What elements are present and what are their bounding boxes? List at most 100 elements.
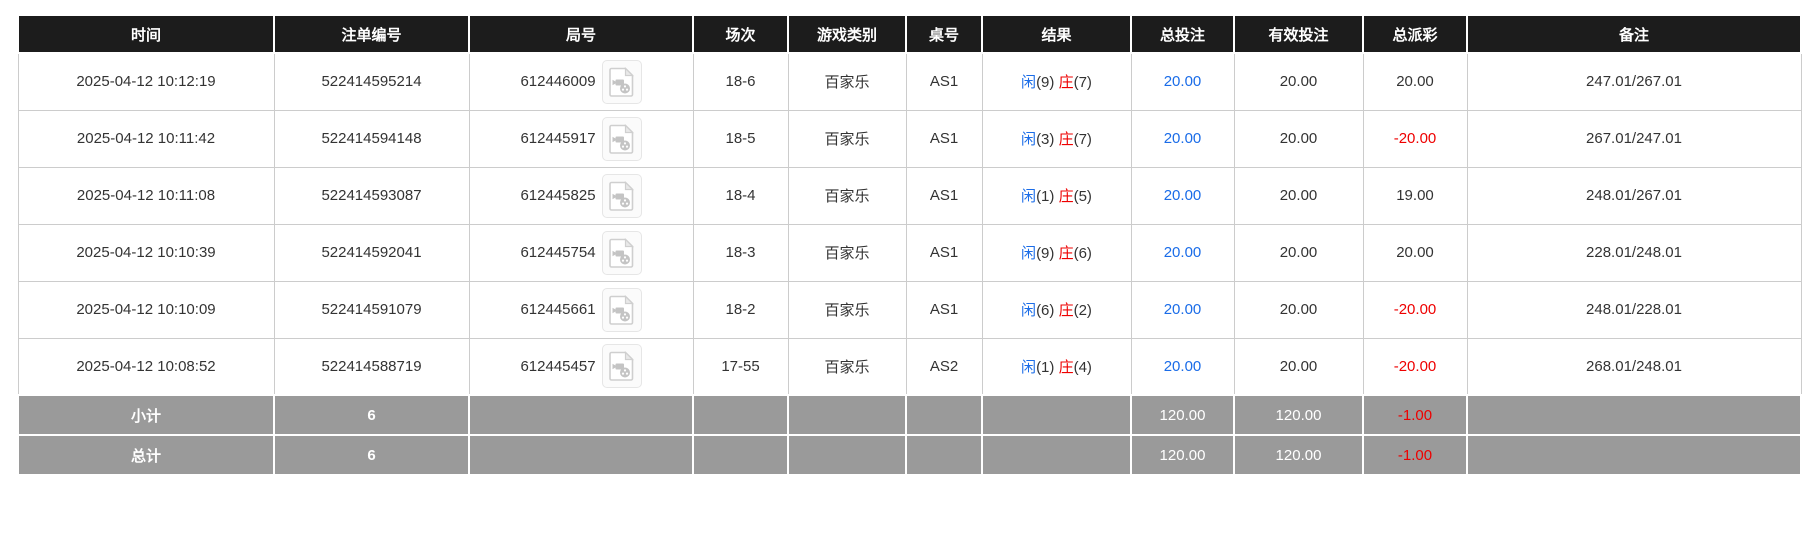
cell-payout: 20.00 (1362, 52, 1468, 111)
cell-remark: 248.01/228.01 (1466, 280, 1802, 339)
cell-table-no: AS1 (905, 109, 983, 168)
total-bet-link[interactable]: 20.00 (1163, 73, 1202, 91)
cell-session: 18-2 (692, 280, 789, 339)
summary-row: 总计 6 120.00 120.00 -1.00 (17, 434, 1802, 476)
video-replay-button[interactable] (601, 173, 642, 218)
summary-valid-bet: 120.00 (1233, 434, 1364, 476)
table-footer: 小计 6 120.00 120.00 -1.00 总计 6 120.00 120… (17, 394, 1802, 476)
banker-result-label: 庄 (1058, 245, 1074, 262)
total-bet-link[interactable]: 20.00 (1163, 301, 1202, 318)
summary-label: 小计 (17, 394, 275, 436)
cell-total-bet: 20.00 (1130, 166, 1235, 225)
banker-result-score: (7) (1073, 131, 1092, 148)
cell-bet-id: 522414591079 (273, 280, 470, 339)
video-file-icon (608, 180, 634, 211)
cell-valid-bet: 20.00 (1233, 223, 1364, 282)
cell-game-type: 百家乐 (787, 223, 907, 282)
banker-result-label: 庄 (1058, 302, 1074, 319)
column-header-table_no: 桌号 (905, 14, 983, 54)
summary-empty-result (981, 434, 1132, 476)
banker-result-score: (5) (1073, 188, 1092, 205)
cell-valid-bet: 20.00 (1233, 337, 1364, 396)
column-header-round_id: 局号 (468, 14, 694, 54)
video-replay-button[interactable] (601, 116, 642, 161)
summary-empty-game-type (787, 394, 907, 436)
cell-valid-bet: 20.00 (1233, 280, 1364, 339)
column-header-bet_id: 注单编号 (273, 14, 470, 54)
column-header-payout: 总派彩 (1362, 14, 1468, 54)
banker-result-score: (7) (1073, 74, 1092, 92)
cell-time: 2025-04-12 10:12:19 (17, 52, 275, 111)
cell-game-type: 百家乐 (787, 109, 907, 168)
total-bet-link[interactable]: 20.00 (1163, 244, 1202, 261)
total-bet-link[interactable]: 20.00 (1163, 187, 1202, 204)
table-row: 2025-04-12 10:12:19 522414595214 6124460… (17, 52, 1802, 111)
banker-result-label: 庄 (1058, 74, 1074, 92)
cell-total-bet: 20.00 (1130, 280, 1235, 339)
player-result-score: (9) (1036, 74, 1055, 92)
column-header-remark: 备注 (1466, 14, 1802, 54)
summary-empty-table-no (905, 394, 983, 436)
summary-empty-round (468, 394, 694, 436)
summary-empty-game-type (787, 434, 907, 476)
cell-session: 17-55 (692, 337, 789, 396)
video-replay-button[interactable] (601, 287, 642, 332)
cell-time: 2025-04-12 10:11:08 (17, 166, 275, 225)
cell-payout: -20.00 (1362, 109, 1468, 168)
cell-total-bet: 20.00 (1130, 109, 1235, 168)
player-result-label: 闲 (1021, 245, 1037, 262)
cell-time: 2025-04-12 10:11:42 (17, 109, 275, 168)
cell-bet-id: 522414588719 (273, 337, 470, 396)
video-replay-button[interactable] (601, 230, 642, 275)
cell-round-id: 612445917 (468, 109, 694, 168)
cell-total-bet: 20.00 (1130, 52, 1235, 111)
cell-session: 18-3 (692, 223, 789, 282)
table-row: 2025-04-12 10:11:08 522414593087 6124458… (17, 166, 1802, 225)
column-header-time: 时间 (17, 14, 275, 54)
bet-history-table: 时间 注单编号 局号 场次 游戏类别 桌号 结果 总投注 有效投注 总派彩 备注 2025-04-1… (17, 14, 1802, 476)
summary-label: 总计 (17, 434, 275, 476)
summary-empty-result (981, 394, 1132, 436)
summary-total-bet: 120.00 (1130, 394, 1235, 436)
round-number: 612445661 (520, 301, 596, 318)
table-row: 2025-04-12 10:10:09 522414591079 6124456… (17, 280, 1802, 339)
cell-round-id: 612445661 (468, 280, 694, 339)
player-result-label: 闲 (1021, 188, 1037, 205)
video-replay-button[interactable] (601, 59, 642, 104)
cell-remark: 247.01/267.01 (1466, 52, 1802, 111)
cell-result: 闲(9) 庄(7) (981, 52, 1132, 111)
summary-empty-remark (1466, 434, 1802, 476)
video-file-icon (608, 294, 634, 325)
cell-game-type: 百家乐 (787, 337, 907, 396)
banker-result-score: (4) (1073, 358, 1092, 376)
player-result-label: 闲 (1021, 74, 1037, 92)
video-replay-button[interactable] (601, 344, 642, 389)
video-file-icon (608, 237, 634, 268)
cell-valid-bet: 20.00 (1233, 52, 1364, 111)
cell-time: 2025-04-12 10:08:52 (17, 337, 275, 396)
summary-empty-session (692, 434, 789, 476)
table-body: 2025-04-12 10:12:19 522414595214 6124460… (17, 52, 1802, 396)
video-file-icon (608, 123, 634, 154)
cell-bet-id: 522414594148 (273, 109, 470, 168)
cell-result: 闲(1) 庄(5) (981, 166, 1132, 225)
total-bet-link[interactable]: 20.00 (1163, 130, 1202, 147)
table-header: 时间 注单编号 局号 场次 游戏类别 桌号 结果 总投注 有效投注 总派彩 备注 (17, 14, 1802, 54)
bet-history-page: 时间 注单编号 局号 场次 游戏类别 桌号 结果 总投注 有效投注 总派彩 备注 2025-04-1… (17, 14, 1802, 476)
cell-session: 18-5 (692, 109, 789, 168)
round-number: 612445917 (520, 130, 596, 147)
summary-payout: -1.00 (1362, 434, 1468, 476)
banker-result-label: 庄 (1058, 188, 1074, 205)
summary-empty-round (468, 434, 694, 476)
player-result-score: (3) (1036, 131, 1055, 148)
round-number: 612445825 (520, 187, 596, 204)
cell-total-bet: 20.00 (1130, 337, 1235, 396)
total-bet-link[interactable]: 20.00 (1163, 357, 1202, 375)
summary-empty-session (692, 394, 789, 436)
cell-total-bet: 20.00 (1130, 223, 1235, 282)
cell-game-type: 百家乐 (787, 280, 907, 339)
cell-payout: 20.00 (1362, 223, 1468, 282)
column-header-game_type: 游戏类别 (787, 14, 907, 54)
summary-empty-remark (1466, 394, 1802, 436)
cell-game-type: 百家乐 (787, 52, 907, 111)
